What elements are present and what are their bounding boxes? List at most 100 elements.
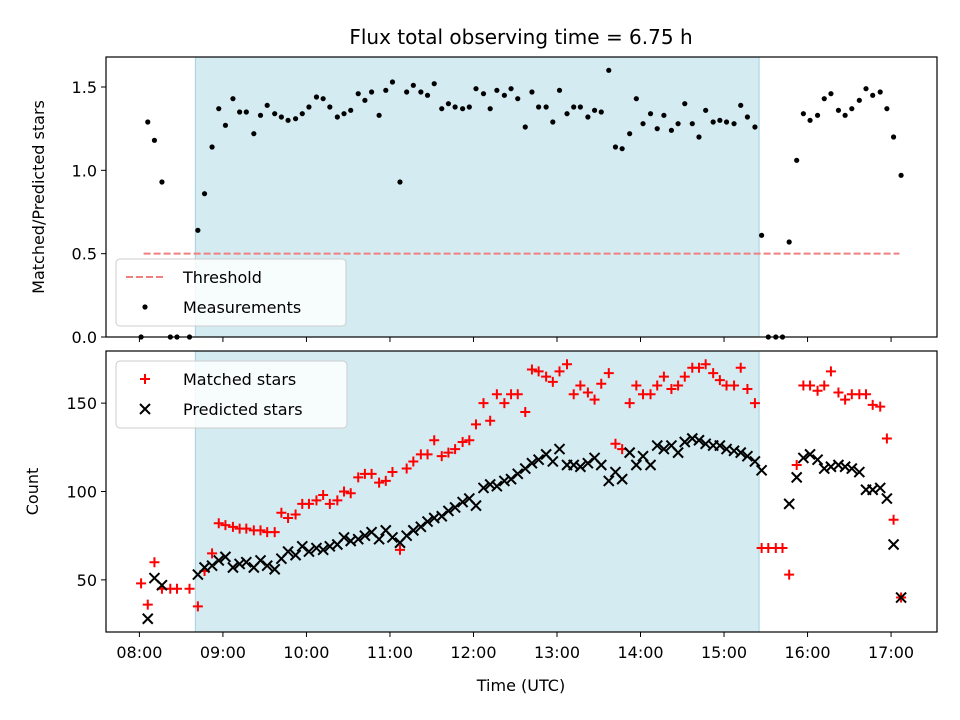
matched-stars-point (819, 380, 830, 391)
predicted-stars-point (846, 462, 858, 475)
matched-stars-point (318, 490, 329, 501)
matched-stars-point (679, 371, 690, 382)
x-tick-label: 13:00 (534, 643, 580, 662)
legend-label: Matched stars (183, 370, 296, 389)
matched-stars-point (784, 569, 795, 580)
legend: Matched stars Predicted stars (115, 360, 348, 429)
measurement-point (731, 121, 737, 127)
measurement-point (341, 111, 347, 117)
matched-stars-point (142, 599, 153, 610)
predicted-stars-point (658, 443, 670, 455)
predicted-stars-point (219, 551, 232, 563)
matched-stars-point (610, 438, 621, 449)
measurement-point (445, 101, 452, 107)
predicted-stars-point (839, 461, 851, 473)
predicted-stars-point (679, 436, 691, 448)
matched-stars-point (812, 385, 823, 396)
measurement-point (571, 104, 577, 110)
measurement-point (759, 232, 765, 238)
measurement-point (466, 104, 472, 110)
measurement-point (159, 179, 165, 185)
measurement-point (814, 112, 821, 118)
measurement-point (633, 96, 639, 102)
matched-stars-point (714, 375, 725, 386)
matched-stars-point (470, 419, 481, 430)
matched-stars-point (533, 366, 544, 377)
measurement-point (313, 94, 320, 100)
predicted-stars-point (735, 446, 747, 459)
y-tick-label: 0.5 (72, 245, 97, 264)
predicted-stars-point (741, 450, 754, 462)
x-tick-label: 14:00 (617, 643, 663, 662)
matched-stars-point (888, 514, 899, 525)
matched-stars-point (875, 401, 886, 412)
measurement-point (752, 124, 758, 130)
matched-stars-point (136, 578, 147, 589)
measurement-point (145, 119, 151, 125)
matched-stars-point (366, 468, 377, 479)
measurement-point (884, 106, 890, 112)
measurement-point (703, 107, 709, 113)
predicted-stars-point (567, 459, 580, 471)
measurement-point (668, 127, 675, 133)
matched-stars-point (568, 389, 579, 400)
predicted-stars-point (714, 439, 726, 452)
matched-stars-point (443, 447, 454, 458)
measurement-point (460, 106, 466, 112)
measurement-point (898, 172, 904, 178)
x-tick-label: 16:00 (784, 643, 830, 662)
measurement-point (243, 109, 249, 115)
matched-stars-point (562, 359, 573, 370)
measurement-point (257, 112, 264, 118)
measurement-point (410, 82, 416, 88)
measurement-point (501, 92, 507, 98)
matched-stars-point (450, 444, 461, 455)
matched-stars-point (332, 495, 343, 506)
predicted-stars-point (421, 515, 434, 528)
predicted-stars-point (303, 545, 315, 558)
measurement-point (404, 89, 410, 95)
predicted-stars-point (373, 533, 385, 545)
measurement-point (870, 92, 876, 98)
measurement-point (362, 97, 368, 103)
matched-stars-point (429, 435, 440, 446)
matched-stars-point (171, 583, 182, 594)
matched-stars-point (735, 362, 746, 373)
measurement-point (842, 112, 848, 118)
predicted-stars-point (512, 468, 524, 480)
measurement-point (306, 104, 312, 110)
count-panel: 50 100 150 08:00 09:00 10:00 11:00 12:00 13:00 14… (23, 350, 938, 662)
matched-stars-point (220, 520, 231, 531)
measurement-point (619, 146, 625, 152)
predicted-stars-point (603, 475, 615, 487)
predicted-stars-point (895, 591, 907, 604)
matched-stars-point (207, 548, 218, 559)
matched-stars-point (255, 525, 266, 536)
matched-stars-point (575, 380, 586, 391)
predicted-stars-point (526, 457, 538, 469)
matched-stars-point (269, 527, 280, 538)
measurement-point (598, 109, 604, 115)
measurement-point (201, 191, 208, 197)
predicted-stars-point (853, 466, 866, 478)
matched-stars-point (742, 383, 753, 394)
x-tick-label: 15:00 (701, 643, 747, 662)
legend: Threshold Measurements (115, 258, 347, 327)
measurement-point (710, 119, 716, 125)
predicted-stars-point (282, 545, 294, 558)
measurement-point (278, 114, 284, 120)
predicted-stars-point (818, 462, 830, 475)
measurement-point (585, 114, 591, 120)
matched-stars-point (596, 378, 607, 389)
predicted-stars-point (623, 446, 636, 459)
measurement-point (550, 119, 556, 125)
matched-stars-point (401, 463, 412, 474)
matched-stars-point (554, 366, 565, 377)
y-tick-label: 100 (66, 483, 97, 502)
matched-stars-point (589, 394, 600, 405)
predicted-stars-point (227, 561, 239, 574)
predicted-stars-point (616, 473, 628, 485)
matched-stars-point (290, 509, 301, 520)
matched-stars-point (276, 507, 287, 518)
